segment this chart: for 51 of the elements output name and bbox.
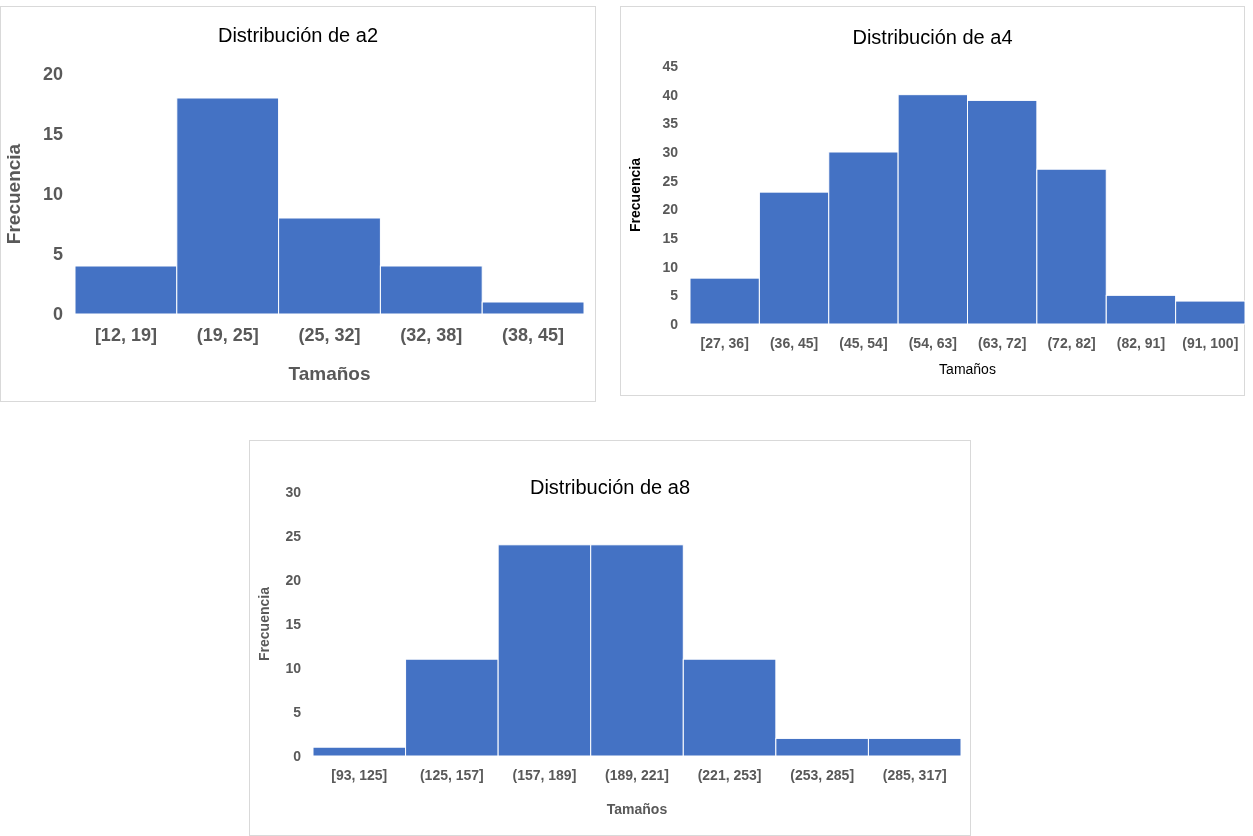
x-tick-label: (63, 72] xyxy=(978,334,1027,351)
x-tick-label: (36, 45] xyxy=(769,334,819,351)
x-tick-label: (221, 253] xyxy=(697,766,762,783)
x-tick-label: (125, 157] xyxy=(419,766,484,783)
x-tick-label: (157, 189] xyxy=(512,766,577,783)
x-tick-label: (253, 285] xyxy=(790,766,855,783)
y-tick-label: 30 xyxy=(285,483,302,500)
y-tick-label: 15 xyxy=(285,615,302,632)
y-tick-label: 0 xyxy=(670,315,679,332)
y-axis-title: Frecuencia xyxy=(627,157,643,232)
y-tick-label: 0 xyxy=(52,304,63,325)
y-axis-title: Frecuencia xyxy=(3,143,24,245)
y-tick-label: 25 xyxy=(285,527,302,544)
y-tick-label: 25 xyxy=(662,172,679,189)
chart-title: Distribución de a8 xyxy=(529,476,691,498)
y-tick-label: 35 xyxy=(662,115,679,132)
chart-title: Distribución de a4 xyxy=(852,26,1013,48)
x-tick-label: (91, 100] xyxy=(1182,334,1239,351)
y-tick-label: 5 xyxy=(52,244,63,265)
y-tick-label: 15 xyxy=(42,124,63,145)
x-tick-label: (189, 221] xyxy=(605,766,669,783)
y-tick-label: 5 xyxy=(293,703,302,720)
y-tick-label: 10 xyxy=(662,258,679,275)
x-tick-label: (72, 82] xyxy=(1047,334,1096,351)
x-tick-label: (38, 45] xyxy=(502,324,565,345)
y-tick-label: 15 xyxy=(662,229,679,246)
x-tick-label: (32, 38] xyxy=(400,324,463,345)
chart-title: Distribución de a2 xyxy=(217,24,379,46)
y-tick-label: 0 xyxy=(293,747,302,764)
y-tick-label: 45 xyxy=(662,57,679,74)
y-tick-label: 10 xyxy=(285,659,302,676)
x-tick-label: [12, 19] xyxy=(94,324,157,345)
y-tick-label: 20 xyxy=(285,571,302,588)
y-tick-label: 10 xyxy=(42,184,63,205)
x-tick-label: (54, 63] xyxy=(908,334,957,351)
x-axis-title: Tamaños xyxy=(288,363,371,384)
x-axis-title: Tamaños xyxy=(606,801,668,817)
y-tick-label: 5 xyxy=(670,287,679,304)
y-tick-label: 30 xyxy=(662,143,679,160)
x-tick-label: (285, 317] xyxy=(882,766,947,783)
x-tick-label: [27, 36] xyxy=(700,334,749,351)
y-tick-label: 20 xyxy=(662,201,679,218)
x-tick-label: (45, 54] xyxy=(839,334,888,351)
y-axis-title: Frecuencia xyxy=(256,586,272,661)
x-tick-label: (82, 91] xyxy=(1116,334,1166,351)
x-tick-label: (25, 32] xyxy=(298,324,361,345)
x-tick-label: (19, 25] xyxy=(196,324,259,345)
x-axis-title: Tamaños xyxy=(939,361,996,377)
y-tick-label: 20 xyxy=(42,64,63,85)
y-tick-label: 40 xyxy=(662,86,679,103)
x-tick-label: [93, 125] xyxy=(331,766,388,783)
